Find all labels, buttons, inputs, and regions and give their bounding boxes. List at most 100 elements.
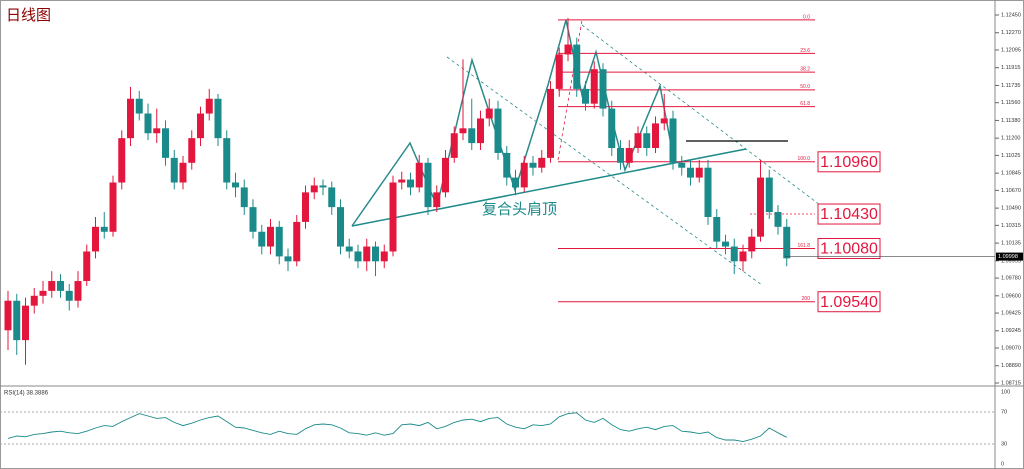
candle-body xyxy=(415,162,423,188)
price-label: 1.09540 xyxy=(820,294,878,311)
candle-body xyxy=(538,157,546,168)
candle-body xyxy=(267,226,274,247)
candle-body xyxy=(127,98,134,139)
candle-body xyxy=(214,98,222,139)
candle-body xyxy=(363,246,371,262)
candle-body xyxy=(774,212,782,227)
y-tick-label: 1.09780 xyxy=(1001,276,1021,282)
candle-body xyxy=(669,118,677,163)
candle-body xyxy=(205,98,213,114)
chart-title: 日线图 xyxy=(6,7,51,24)
y-tick-label: 1.11200 xyxy=(1001,136,1020,142)
candle-body xyxy=(302,192,309,222)
rsi-tick-label: 100 xyxy=(1001,389,1010,395)
candle-body xyxy=(275,226,283,257)
candle-body xyxy=(520,162,528,188)
price-box xyxy=(817,238,881,260)
y-tick-label: 1.11380 xyxy=(1001,118,1020,124)
candle-body xyxy=(310,185,318,193)
candle-body xyxy=(477,118,484,144)
y-tick-label: 1.10845 xyxy=(1001,171,1021,177)
candle-body xyxy=(704,167,712,217)
candle-body xyxy=(319,185,327,188)
candle-body xyxy=(643,133,651,149)
y-tick-label: 1.12095 xyxy=(1001,47,1021,53)
candle-body xyxy=(547,88,554,158)
channel-line xyxy=(446,56,763,286)
y-tick-label: 1.10490 xyxy=(1001,206,1021,212)
candle-body xyxy=(485,108,493,119)
y-tick-label: 1.11915 xyxy=(1001,65,1020,71)
candle-body xyxy=(625,148,633,163)
candle-body xyxy=(144,113,152,134)
candle-body xyxy=(424,162,432,208)
rsi-label: RSI(14) 38.3886 xyxy=(4,391,49,397)
candle-body xyxy=(223,138,231,183)
candle-body xyxy=(48,281,56,291)
y-tick-label: 1.10670 xyxy=(1001,188,1021,194)
candle-body xyxy=(39,290,47,296)
candle-body xyxy=(258,231,266,247)
current-price-label: 1.09998 xyxy=(998,254,1018,260)
y-tick-label: 1.11025 xyxy=(1001,153,1020,159)
annotation: 复合头肩顶 xyxy=(482,200,557,218)
candle-body xyxy=(512,177,519,188)
y-tick-label: 1.09245 xyxy=(1001,328,1021,334)
fib-label: 161.8 xyxy=(797,243,810,249)
candle-body xyxy=(57,281,64,291)
candle-body xyxy=(22,305,29,341)
candle-body xyxy=(634,133,642,149)
y-tick-label: 1.08890 xyxy=(1001,363,1021,369)
candle-body xyxy=(83,251,91,282)
fib-label: 50.0 xyxy=(800,84,810,90)
rsi-line xyxy=(7,412,787,443)
candle-body xyxy=(757,177,764,237)
candle-body xyxy=(442,157,449,193)
candle-body xyxy=(65,290,73,301)
price-label: 1.10960 xyxy=(820,154,878,171)
candle-body xyxy=(739,251,747,262)
candle-body xyxy=(678,162,686,168)
candle-body xyxy=(748,236,756,252)
candle-body xyxy=(529,162,537,168)
candle-body xyxy=(660,118,668,124)
y-tick-label: 1.11560 xyxy=(1001,100,1020,106)
candle-body xyxy=(389,182,397,252)
candle-body xyxy=(74,281,82,301)
candle-body xyxy=(590,69,598,104)
y-tick-label: 1.09070 xyxy=(1001,345,1021,351)
candle-body xyxy=(599,69,607,109)
candle-body xyxy=(153,128,161,134)
y-tick-label: 1.11735 xyxy=(1001,83,1020,89)
candle-body xyxy=(608,108,616,149)
candle-body xyxy=(695,167,703,178)
candle-body xyxy=(249,207,257,232)
candle-body xyxy=(765,177,773,213)
candle-body xyxy=(564,44,572,55)
candle-body xyxy=(433,192,441,208)
current-price-tag xyxy=(996,252,1023,261)
candle-body xyxy=(459,128,467,134)
candle-body xyxy=(354,251,362,262)
fib-label: 100.0 xyxy=(797,156,810,162)
candle-body xyxy=(328,187,336,208)
y-tick-label: 1.12450 xyxy=(1001,12,1021,18)
candle-body xyxy=(380,251,388,262)
price-box xyxy=(817,203,881,225)
y-tick-label: 1.09425 xyxy=(1001,310,1021,316)
candle-body xyxy=(730,246,738,262)
y-tick-label: 1.12270 xyxy=(1001,30,1021,36)
candle-body xyxy=(617,148,624,163)
candle-body xyxy=(573,44,581,89)
y-tick-label: 1.10135 xyxy=(1001,241,1021,247)
y-tick-label: 1.08715 xyxy=(1001,380,1021,386)
candle-body xyxy=(284,256,292,262)
candle-body xyxy=(468,128,476,144)
y-tick-label: 1.10315 xyxy=(1001,223,1021,229)
fib-label: 23.6 xyxy=(800,48,810,54)
fib-label: 38.2 xyxy=(800,66,810,72)
candle-body xyxy=(398,179,406,183)
fib-label: 61.8 xyxy=(800,101,810,107)
candle-body xyxy=(188,138,196,163)
